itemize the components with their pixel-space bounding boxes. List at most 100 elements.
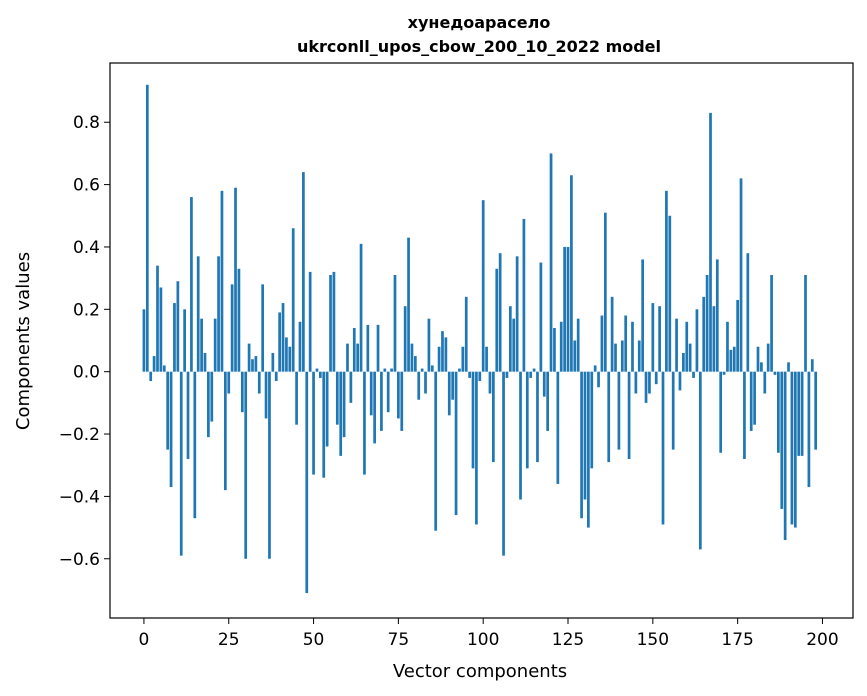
bar-68 [373, 371, 376, 444]
bar-78 [407, 237, 410, 372]
bar-90 [447, 371, 451, 416]
x-tick-label: 175 [721, 630, 753, 650]
y-tick-label: −0.2 [59, 425, 100, 445]
x-tick-label: 25 [218, 630, 240, 650]
y-axis-label: Components values [13, 252, 34, 430]
bar-82 [420, 368, 424, 372]
bar-104 [495, 268, 499, 372]
bar-127 [573, 340, 577, 372]
bar-53 [322, 371, 326, 478]
bar-1 [145, 84, 149, 372]
bar-156 [671, 371, 675, 450]
bar-124 [563, 246, 566, 372]
bar-36 [264, 371, 268, 419]
bar-99 [478, 371, 482, 382]
bar-73 [390, 368, 393, 372]
bar-40 [278, 312, 281, 372]
bar-172 [726, 321, 729, 372]
bar-37 [268, 371, 271, 559]
bar-169 [715, 259, 719, 372]
bar-88 [441, 331, 444, 372]
bar-83 [424, 371, 427, 394]
bar-5 [159, 287, 163, 372]
bar-187 [777, 371, 780, 453]
bar-183 [763, 371, 767, 394]
bar-39 [274, 371, 278, 382]
bar-89 [444, 337, 448, 372]
bar-0 [142, 309, 146, 372]
bar-126 [570, 175, 573, 372]
bar-151 [654, 371, 658, 385]
bar-180 [753, 371, 756, 425]
bar-107 [505, 371, 509, 378]
bar-176 [739, 178, 743, 372]
bar-139 [614, 343, 617, 372]
bar-20 [210, 371, 214, 422]
bar-119 [546, 371, 550, 431]
bar-14 [190, 197, 193, 372]
bar-136 [603, 212, 607, 372]
bar-137 [607, 371, 611, 463]
bar-33 [254, 356, 258, 372]
bar-25 [227, 371, 231, 394]
bar-61 [349, 371, 353, 403]
x-tick-label: 200 [806, 630, 838, 650]
bar-149 [648, 371, 651, 394]
bar-116 [536, 371, 539, 463]
bar-110 [515, 256, 519, 372]
bar-189 [783, 371, 787, 541]
y-tick-label: −0.4 [59, 487, 100, 507]
bar-57 [335, 371, 339, 425]
bar-46 [298, 321, 302, 372]
bar-6 [162, 365, 166, 372]
y-tick-label: 0.2 [73, 300, 100, 320]
bar-190 [787, 362, 790, 372]
bar-101 [485, 346, 488, 372]
bar-114 [529, 371, 533, 378]
y-tick-label: 0.0 [73, 363, 100, 383]
x-tick-label: 0 [139, 630, 150, 650]
bar-85 [430, 365, 434, 372]
x-tick-label: 50 [303, 630, 325, 650]
plot-frame [109, 62, 854, 619]
bar-69 [376, 324, 380, 372]
bar-97 [471, 371, 475, 469]
bar-29 [240, 371, 244, 413]
bar-38 [271, 352, 275, 372]
bar-174 [732, 346, 736, 372]
y-tick-label: −0.6 [59, 550, 100, 570]
bar-70 [380, 371, 383, 431]
bar-31 [247, 343, 251, 372]
bar-65 [363, 371, 366, 475]
bar-185 [770, 275, 773, 372]
bar-125 [566, 246, 570, 372]
bar-100 [481, 200, 485, 372]
bar-66 [366, 324, 370, 372]
bar-16 [196, 256, 200, 372]
chart-subtitle: ukrconll_upos_cbow_200_10_2022 model [297, 37, 661, 56]
bar-17 [200, 318, 203, 372]
bar-121 [553, 328, 556, 372]
bar-168 [712, 306, 716, 372]
bar-45 [295, 371, 298, 425]
bar-195 [804, 275, 807, 372]
bar-145 [634, 371, 638, 394]
bar-series [142, 84, 818, 594]
bar-51 [315, 368, 319, 372]
bar-133 [593, 365, 597, 372]
bar-123 [559, 321, 563, 372]
bar-141 [620, 340, 624, 372]
bar-146 [637, 340, 641, 372]
bar-22 [217, 256, 220, 372]
bar-58 [339, 371, 343, 456]
bar-3 [152, 356, 156, 372]
bar-150 [651, 303, 655, 372]
bar-179 [749, 371, 753, 431]
bar-7 [166, 371, 170, 450]
bar-191 [790, 371, 794, 525]
bar-152 [658, 306, 661, 372]
bar-62 [352, 328, 356, 372]
bar-12 [183, 309, 186, 372]
bar-54 [325, 371, 329, 447]
